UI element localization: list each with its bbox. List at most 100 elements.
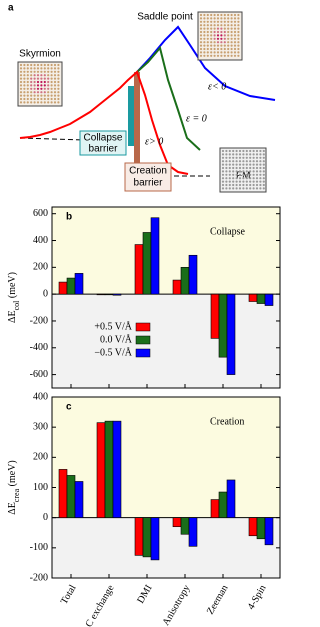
inset-dot [249,160,252,163]
inset-dot [23,97,26,101]
inset-dot [223,41,226,44]
inset-dot [33,77,36,80]
inset-dot [255,183,259,187]
inset-dot [223,54,226,57]
inset-dot [216,41,220,44]
inset-dot [259,156,262,159]
neg-label: ε< 0 [208,81,226,92]
inset-dot [220,44,223,47]
x-tick-label: Zeeman [205,583,231,616]
inset-dot [262,149,265,153]
inset-dot [252,183,255,187]
inset-dot [233,41,237,44]
inset-dot [225,170,228,173]
inset-dot [33,97,36,101]
inset-dot [47,67,50,70]
inset-dot [206,41,209,44]
inset-dot [206,24,209,27]
y-tick-label: 200 [33,452,48,463]
inset-dot [33,80,36,84]
bar [218,293,228,358]
inset-dot [233,17,237,20]
inset-dot [213,20,216,23]
inset-dot [235,163,238,166]
inset-dot [259,160,262,163]
inset-dot [230,47,233,51]
y-axis-label-part: (meV) [7,272,18,301]
inset-dot [210,30,213,34]
inset-dot [259,170,262,173]
inset-dot [232,163,235,166]
inset-dot [206,34,209,37]
inset-dot [237,34,240,37]
inset-dot [43,87,46,90]
inset-dot [230,37,233,40]
figure: a Collapse barrier Creation barrier Skyr… [7,3,281,627]
inset-dot [206,13,209,17]
inset-dot [233,51,237,54]
inset-dot [242,183,245,187]
inset-dot [259,187,262,190]
inset-dot [213,41,216,44]
zero-label: ε = 0 [186,113,207,124]
inset-dot [26,87,29,90]
inset-dot [232,153,235,156]
inset-dot [237,47,240,51]
inset-dot [252,166,255,170]
inset-dot [237,27,240,30]
inset-dot [199,51,203,54]
inset-dot [23,77,26,80]
inset-dot [36,97,40,101]
inset-dot [210,54,213,57]
bg-negative [52,294,280,388]
inset-dot [57,101,60,104]
inset-dot [238,177,242,180]
inset-dot [233,54,237,57]
inset-dot [223,13,226,17]
inset-dot [203,34,206,37]
inset-dot [255,153,259,156]
inset-dot [262,177,265,180]
inset-dot [225,163,228,166]
inset-dot [252,163,255,166]
inset-dot [216,51,220,54]
inset-dot [203,24,206,27]
inset-dot [33,101,36,104]
inset-dot [242,149,245,153]
inset-dot [227,24,230,27]
inset-dot [233,13,237,17]
inset-dot [225,177,228,180]
inset-dot [238,156,242,159]
inset-dot [228,183,231,187]
x-tick-label: Total [59,583,79,606]
inset-dot [43,77,46,80]
inset-dot [30,94,33,97]
inset-dot [230,34,233,37]
inset-dot [57,74,60,77]
inset-dot [223,27,226,30]
inset-dot [53,94,57,97]
inset-dot [220,37,223,40]
inset-dot [216,24,220,27]
line-zero [136,45,201,151]
inset-dot [242,173,245,176]
inset-dot [210,27,213,30]
inset-dot [223,37,226,40]
inset-dot [249,156,252,159]
bar [150,217,160,295]
inset-dot [213,30,216,34]
inset-dot [210,17,213,20]
inset-dot [255,187,259,190]
inset-dot [228,170,231,173]
bar [66,277,76,295]
inset-dot [213,51,216,54]
inset-dot [225,187,228,190]
inset-dot [227,54,230,57]
inset-dot [206,47,209,51]
inset-dot [19,63,23,67]
inset-dot [19,74,23,77]
panel-label: b [66,212,72,223]
inset-dot [245,163,248,166]
inset-dot [210,34,213,37]
inset-dot [50,77,53,80]
